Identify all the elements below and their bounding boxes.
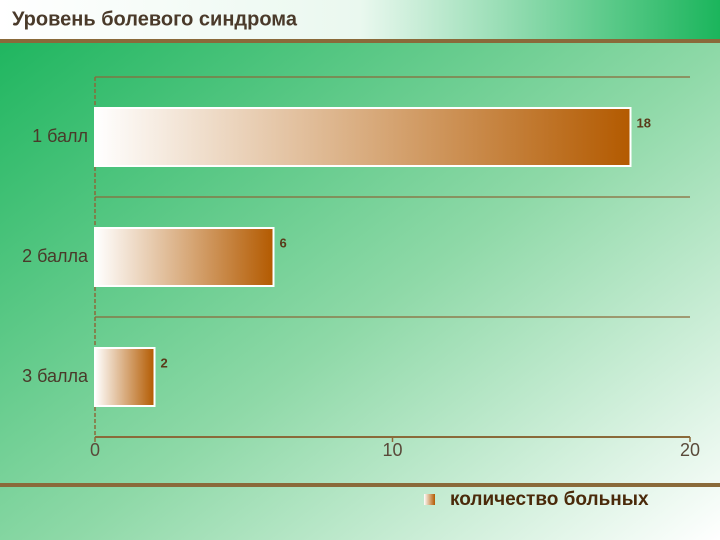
- title-band: [0, 0, 720, 40]
- data-label: 2: [161, 355, 168, 370]
- bar: [94, 227, 275, 287]
- x-tick-label: 20: [680, 440, 700, 460]
- x-tick-label: 0: [90, 440, 100, 460]
- bar: [94, 107, 632, 167]
- y-tick-label: 3 балла: [22, 366, 89, 386]
- y-tick-label: 2 балла: [22, 246, 89, 266]
- y-tick-label: 1 балл: [32, 126, 88, 146]
- data-label: 18: [637, 115, 651, 130]
- legend-label: количество больных: [450, 489, 649, 510]
- data-label: 6: [280, 235, 287, 250]
- x-tick-label: 10: [382, 440, 402, 460]
- legend-swatch: [424, 494, 435, 505]
- bar: [94, 347, 156, 407]
- chart-title: Уровень болевого синдрома: [12, 8, 298, 30]
